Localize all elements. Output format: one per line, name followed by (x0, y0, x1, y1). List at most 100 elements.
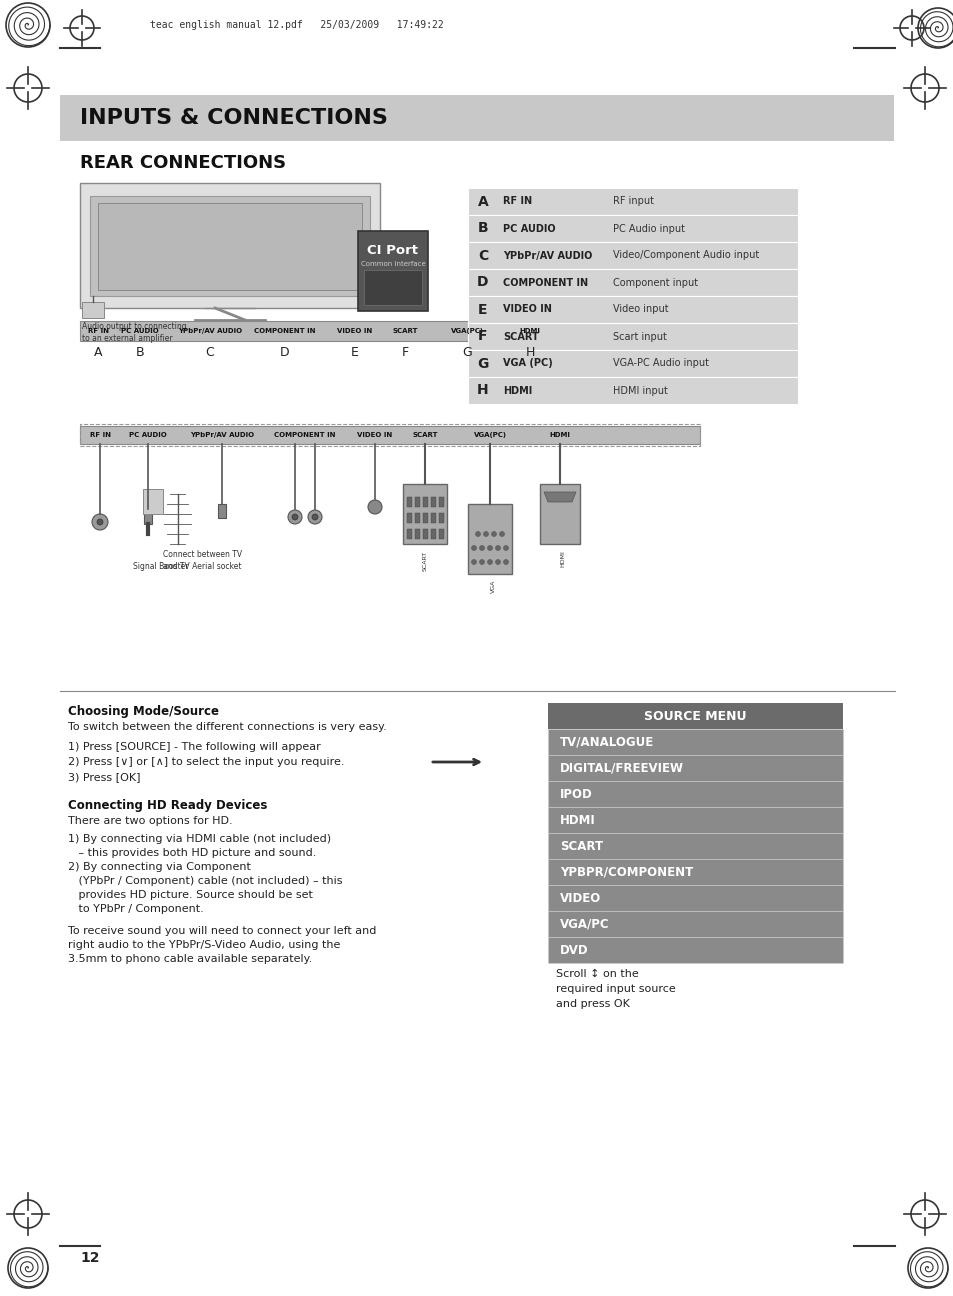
Circle shape (487, 560, 492, 565)
Text: Audio output to connecting
to an external amplifier: Audio output to connecting to an externa… (82, 321, 187, 343)
Circle shape (495, 546, 500, 551)
Text: IPOD: IPOD (559, 788, 592, 801)
Circle shape (479, 546, 484, 551)
Text: PC AUDIO: PC AUDIO (121, 328, 159, 334)
Circle shape (368, 500, 381, 515)
Text: YPbPr/AV AUDIO: YPbPr/AV AUDIO (190, 432, 253, 438)
Bar (468, 242, 797, 270)
Text: 3) Press [OK]: 3) Press [OK] (68, 772, 140, 781)
Text: A: A (477, 194, 488, 209)
Text: teac english manual 12.pdf   25/03/2009   17:49:22: teac english manual 12.pdf 25/03/2009 17… (150, 19, 443, 30)
Bar (438, 496, 443, 507)
Text: Common Interface: Common Interface (360, 260, 425, 267)
Text: 2) Press [∨] or [∧] to select the input you require.: 2) Press [∨] or [∧] to select the input … (68, 757, 344, 767)
Text: RF IN: RF IN (88, 328, 109, 334)
Bar (402, 483, 447, 544)
Text: YPbPr/AV AUDIO: YPbPr/AV AUDIO (502, 250, 592, 260)
Text: B: B (135, 346, 144, 359)
Bar (547, 859, 842, 885)
Bar (547, 833, 842, 859)
Text: Scroll ↕ on the
required input source
and press OK: Scroll ↕ on the required input source an… (556, 969, 675, 1008)
Circle shape (487, 546, 492, 551)
Bar (415, 496, 419, 507)
Text: RF input: RF input (613, 197, 654, 206)
Circle shape (479, 560, 484, 565)
Bar (407, 529, 412, 539)
Circle shape (292, 515, 297, 520)
Bar (80, 424, 700, 446)
Bar (547, 911, 842, 937)
Bar (144, 509, 152, 524)
Text: F: F (401, 346, 408, 359)
Bar (80, 426, 700, 445)
Text: VGA-PC Audio input: VGA-PC Audio input (613, 359, 708, 368)
Text: VGA/PC: VGA/PC (559, 918, 609, 931)
Text: right audio to the YPbPr/S-Video Audio, using the: right audio to the YPbPr/S-Video Audio, … (68, 940, 340, 950)
Text: F: F (477, 329, 487, 343)
Bar (82, 302, 104, 318)
Text: E: E (477, 302, 487, 316)
Text: HDMI: HDMI (560, 550, 565, 566)
Text: SCART: SCART (392, 328, 417, 334)
Text: VIDEO: VIDEO (559, 892, 600, 905)
Text: VIDEO IN: VIDEO IN (502, 305, 551, 315)
Bar (60, 95, 893, 141)
Bar (98, 203, 361, 290)
Circle shape (288, 511, 302, 524)
Text: VGA (PC): VGA (PC) (502, 359, 552, 368)
Text: DVD: DVD (559, 943, 588, 956)
Text: SOURCE MENU: SOURCE MENU (643, 709, 746, 722)
Text: HDMI input: HDMI input (613, 385, 667, 395)
Bar (547, 702, 842, 728)
Text: Signal Booster: Signal Booster (132, 562, 189, 572)
Bar (468, 295, 797, 323)
Bar (357, 231, 428, 311)
Text: SCART: SCART (422, 551, 427, 572)
Circle shape (471, 546, 476, 551)
Text: CI Port: CI Port (367, 245, 418, 258)
Text: 1) By connecting via HDMI cable (not included): 1) By connecting via HDMI cable (not inc… (68, 835, 331, 844)
Circle shape (503, 560, 508, 565)
Text: SCART: SCART (412, 432, 437, 438)
Text: C: C (206, 346, 214, 359)
Text: provides HD picture. Source should be set: provides HD picture. Source should be se… (68, 890, 313, 899)
Text: G: G (476, 356, 488, 371)
Text: G: G (461, 346, 472, 359)
Text: SCART: SCART (502, 332, 538, 342)
Bar (547, 728, 842, 756)
Bar (415, 513, 419, 524)
Text: YPBPR/COMPONENT: YPBPR/COMPONENT (559, 866, 693, 879)
Text: PC Audio input: PC Audio input (613, 223, 684, 233)
Text: 2) By connecting via Component: 2) By connecting via Component (68, 862, 251, 872)
Circle shape (503, 546, 508, 551)
Bar (468, 323, 797, 350)
Circle shape (495, 560, 500, 565)
Text: E: E (351, 346, 358, 359)
Text: D: D (280, 346, 290, 359)
Circle shape (483, 531, 488, 537)
Text: YPbPr/AV AUDIO: YPbPr/AV AUDIO (178, 328, 242, 334)
Text: To switch between the different connections is very easy.: To switch between the different connecti… (68, 722, 386, 732)
Text: B: B (477, 222, 488, 236)
Text: HDMI: HDMI (502, 385, 532, 395)
Bar (547, 937, 842, 963)
Bar (407, 496, 412, 507)
Bar (415, 529, 419, 539)
Text: TV/ANALOGUE: TV/ANALOGUE (559, 736, 654, 749)
Bar (468, 377, 797, 404)
Bar (422, 513, 428, 524)
Text: 3.5mm to phono cable available separately.: 3.5mm to phono cable available separatel… (68, 954, 312, 964)
Bar (364, 270, 421, 305)
Bar (547, 781, 842, 807)
Text: – this provides both HD picture and sound.: – this provides both HD picture and soun… (68, 848, 316, 858)
Text: RF IN: RF IN (502, 197, 532, 206)
Bar (438, 513, 443, 524)
Text: Choosing Mode/Source: Choosing Mode/Source (68, 705, 219, 718)
Circle shape (475, 531, 480, 537)
Text: INPUTS & CONNECTIONS: INPUTS & CONNECTIONS (80, 108, 388, 128)
Circle shape (491, 531, 496, 537)
Text: HDMI: HDMI (549, 432, 570, 438)
Text: Scart input: Scart input (613, 332, 666, 342)
Bar (422, 529, 428, 539)
Circle shape (97, 518, 103, 525)
